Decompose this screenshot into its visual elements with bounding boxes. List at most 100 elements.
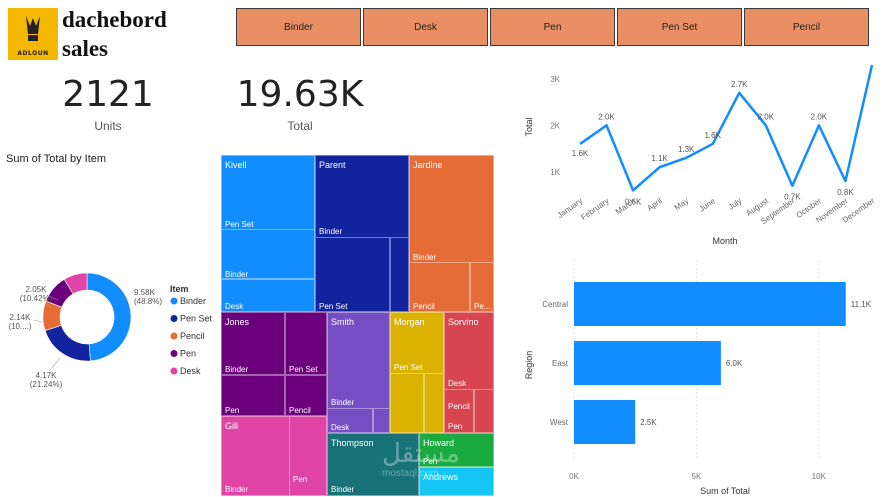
line-data-label: 1.6K [572,149,589,158]
legend-marker-binder [170,297,178,305]
donut-slice-binder[interactable] [86,272,132,362]
treemap-rep-thompson[interactable] [327,433,419,496]
bar-chart: 0K 5K 10K Central 11.1K East 6.0K West 2.5K Regio… [524,260,872,496]
line-data-label: 1.3K [678,145,695,154]
donut-legend-title: Item [170,284,189,294]
legend-marker-desk [170,367,178,375]
treemap-cell[interactable] [285,375,327,416]
treemap-item-label: Desk [225,302,244,311]
donut-data-label: 2.05K [26,285,48,294]
bar-east[interactable] [574,341,721,385]
line-x-axis-label: Month [712,236,737,246]
line-data-label: 0.8K [837,188,854,197]
treemap-cell[interactable] [424,373,444,433]
treemap-cell[interactable] [470,262,494,312]
donut-leader-line [51,357,61,369]
treemap-item-label: Pen [225,406,240,415]
line-x-tick: May [673,196,691,212]
treemap-cell[interactable] [221,312,285,375]
treemap-item-label: Binder [225,485,249,494]
donut-slice-desk[interactable] [63,272,88,295]
bar-x-tick: 0K [569,472,579,481]
donut-chart-title: Sum of Total by Item [6,153,107,165]
kpi-units-value: 2121 [62,74,154,115]
bar-y-tick: West [550,418,569,427]
watermark-text-arabic: مستقل [382,439,460,469]
line-data-label: 2.0K [811,112,828,121]
line-data-label: 2.0K [758,112,775,121]
line-x-tick: June [697,196,717,214]
treemap-cell[interactable] [390,237,409,312]
bar-x-tick: 5K [692,472,702,481]
legend-label-pen-set[interactable]: Pen Set [180,314,213,324]
line-data-label: 1.1K [651,154,668,163]
treemap-label-parent: Parent [319,160,346,170]
legend-label-pen[interactable]: Pen [180,349,196,359]
treemap-cell[interactable] [221,229,315,279]
treemap-label-kivell: Kivell [225,160,247,170]
treemap-cell[interactable] [474,389,494,433]
line-data-label: 0.6K [625,197,642,206]
donut-data-pct: (10.42%) [20,294,53,303]
bar-y-axis-label: Region [524,351,534,380]
treemap-label-howard: Howard [423,438,455,448]
logo-mark-icon [26,16,40,41]
slicer-button-pen[interactable]: Pen [490,8,615,46]
treemap-label-jardine: Jardine [413,160,443,170]
bar-west[interactable] [574,400,636,444]
donut-slice-pen-set[interactable] [44,324,91,362]
treemap-label-andrews: Andrews [423,472,459,482]
treemap-label-morgan: Morgan [394,317,425,327]
line-x-tick: February [579,196,610,222]
donut-data-pct: (21.24%) [30,380,63,389]
donut-data-label: 2.14K [10,313,32,322]
treemap-cell[interactable] [390,373,424,433]
line-y-tick: 3K [550,75,560,84]
treemap-rep-howard[interactable] [419,433,494,467]
legend-label-pencil[interactable]: Pencil [180,331,205,341]
bar-x-axis-label: Sum of Total [700,486,750,496]
slicer-button-pencil[interactable]: Pencil [744,8,869,46]
treemap-item-label: Binder [225,270,249,279]
treemap-label-sorvino: Sorvino [448,317,479,327]
line-series[interactable] [579,64,874,192]
slicer-button-pen-set[interactable]: Pen Set [617,8,742,46]
treemap-chart: Kivell Pen Set Binder Desk Parent Binder… [221,155,494,496]
line-y-tick: 1K [550,168,560,177]
treemap-cell[interactable] [327,408,373,433]
line-x-tick: April [646,196,664,213]
donut-leader-line [47,295,59,301]
legend-marker-pen-set [170,315,178,322]
slicer-button-desk[interactable]: Desk [363,8,488,46]
treemap-item-label: Pencil [413,302,435,311]
bar-data-label: 6.0K [726,359,743,368]
kpi-units-label: Units [94,119,122,133]
line-data-label: 0.7K [784,193,801,202]
donut-data-pct: (10....) [8,322,31,331]
treemap-item-label: Pen [448,422,463,431]
treemap-item-label: Pen [423,457,438,466]
treemap-item-label: Pe... [474,302,491,311]
kpi-total-value: 19.63K [236,74,364,115]
treemap-cell[interactable] [285,312,327,375]
treemap-item-label: Pencil [448,402,470,411]
bar-central[interactable] [574,282,846,326]
dashboard-title: dachebord sales [62,5,167,63]
watermark: مستقل mostaql.com [382,440,482,495]
treemap-cell[interactable] [444,389,474,433]
legend-label-binder[interactable]: Binder [180,296,206,306]
treemap-cell[interactable] [221,279,315,312]
logo-text: ADLOUN [17,50,49,57]
bar-data-label: 11.1K [851,300,872,309]
title-line-2: sales [62,36,108,61]
legend-label-desk[interactable]: Desk [180,366,201,376]
treemap-rep-andrews[interactable] [419,467,494,496]
treemap-cell[interactable] [289,416,327,496]
treemap-cell[interactable] [373,408,390,433]
treemap-cell[interactable] [409,262,470,312]
treemap-label-thompson: Thompson [331,438,374,448]
slicer-button-binder[interactable]: Binder [236,8,361,46]
treemap-cell[interactable] [221,375,285,416]
donut-data-label: 4.17K [36,371,58,380]
treemap-cell[interactable] [315,237,390,312]
